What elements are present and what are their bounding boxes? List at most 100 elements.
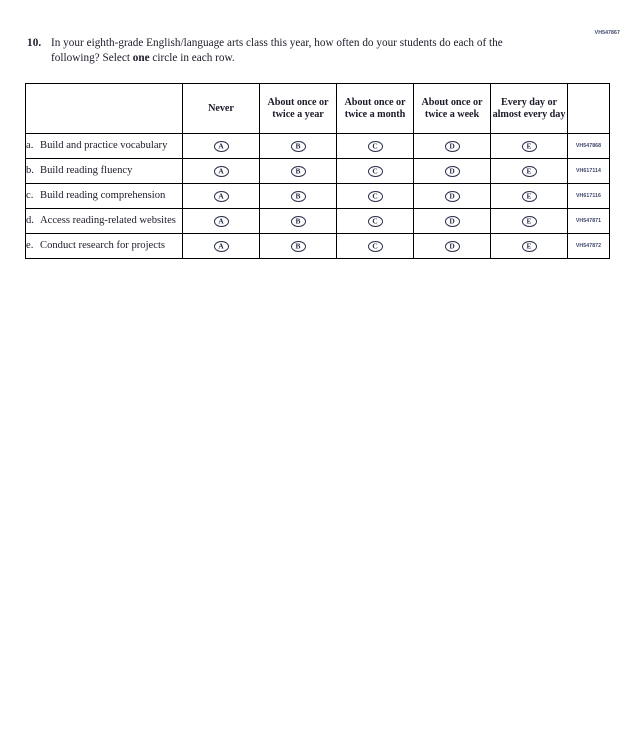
bubble-letter: B [295,191,301,201]
bubble-cell-b-year[interactable]: B [259,158,337,184]
bubble-letter: C [372,241,378,251]
bubble-letter: C [372,191,378,201]
radio-bubble-d-3[interactable]: C [367,215,383,227]
bubble-cell-e-week[interactable]: D [413,233,491,259]
bubble-cell-b-never[interactable]: A [182,158,260,184]
radio-bubble-d-1[interactable]: A [213,215,229,227]
row-letter: a. [26,139,34,151]
radio-bubble-e-3[interactable]: C [367,240,383,252]
bubble-cell-b-everyday[interactable]: E [490,158,568,184]
bubble-cell-b-week[interactable]: D [413,158,491,184]
row-code-c: VH617116 [567,183,610,209]
bubble-cell-a-month[interactable]: C [336,133,414,159]
radio-bubble-b-5[interactable]: E [521,165,537,177]
bubble-letter: A [218,216,224,226]
radio-bubble-e-5[interactable]: E [521,240,537,252]
bubble-letter: C [372,141,378,151]
header-column-every-day: Every day or almost every day [490,83,568,134]
radio-bubble-b-2[interactable]: B [290,165,306,177]
row-item-b: b. Build reading fluency [25,158,183,184]
radio-bubble-d-2[interactable]: B [290,215,306,227]
question-text-part-2: circle in each row. [149,52,235,64]
bubble-cell-e-year[interactable]: B [259,233,337,259]
response-matrix-table: Never About once or twice a year About o… [25,83,610,259]
row-label: Build and practice vocabulary [40,139,168,151]
bubble-cell-b-month[interactable]: C [336,158,414,184]
bubble-cell-c-month[interactable]: C [336,183,414,209]
radio-bubble-a-1[interactable]: A [213,140,229,152]
radio-bubble-c-4[interactable]: D [444,190,460,202]
radio-bubble-c-1[interactable]: A [213,190,229,202]
bubble-letter: B [295,216,301,226]
bubble-cell-a-year[interactable]: B [259,133,337,159]
radio-bubble-e-1[interactable]: A [213,240,229,252]
radio-bubble-e-4[interactable]: D [444,240,460,252]
header-column-once-twice-year: About once or twice a year [259,83,337,134]
row-code-a: VH547868 [567,133,610,159]
bubble-cell-a-everyday[interactable]: E [490,133,568,159]
bubble-cell-e-everyday[interactable]: E [490,233,568,259]
bubble-cell-c-never[interactable]: A [182,183,260,209]
question-emphasis-one: one [132,52,150,64]
radio-bubble-d-5[interactable]: E [521,215,537,227]
radio-bubble-c-2[interactable]: B [290,190,306,202]
row-item-e: e. Conduct research for projects [25,233,183,259]
table-row: c. Build reading comprehension A B C D [25,183,610,209]
bubble-cell-c-year[interactable]: B [259,183,337,209]
row-label: Build reading fluency [40,164,133,176]
row-code-e: VH547872 [567,233,610,259]
radio-bubble-a-3[interactable]: C [367,140,383,152]
question-text-part-1: In your eighth-grade English/language ar… [51,37,503,64]
header-column-never: Never [182,83,260,134]
bubble-letter: A [218,141,224,151]
bubble-cell-a-week[interactable]: D [413,133,491,159]
bubble-cell-d-month[interactable]: C [336,208,414,234]
bubble-letter: E [526,191,532,201]
bubble-cell-e-never[interactable]: A [182,233,260,259]
radio-bubble-c-5[interactable]: E [521,190,537,202]
bubble-letter: B [295,241,301,251]
bubble-letter: D [449,141,455,151]
header-column-once-twice-month: About once or twice a month [336,83,414,134]
bubble-cell-c-week[interactable]: D [413,183,491,209]
radio-bubble-a-5[interactable]: E [521,140,537,152]
row-letter: b. [26,164,34,176]
table-body: a. Build and practice vocabulary A B C D [25,133,610,259]
radio-bubble-d-4[interactable]: D [444,215,460,227]
row-code-d: VH547871 [567,208,610,234]
radio-bubble-e-2[interactable]: B [290,240,306,252]
bubble-letter: C [372,166,378,176]
table-row: b. Build reading fluency A B C D E [25,158,610,184]
table-row: d. Access reading-related websites A B C… [25,208,610,234]
row-label: Build reading comprehension [40,189,166,201]
bubble-cell-d-never[interactable]: A [182,208,260,234]
bubble-letter: D [449,241,455,251]
radio-bubble-a-4[interactable]: D [444,140,460,152]
page-item-code: VH547867 [594,30,620,36]
header-item-column [25,83,183,134]
table-header-row: Never About once or twice a year About o… [25,83,610,134]
bubble-letter: A [218,191,224,201]
bubble-cell-c-everyday[interactable]: E [490,183,568,209]
radio-bubble-a-2[interactable]: B [290,140,306,152]
radio-bubble-b-1[interactable]: A [213,165,229,177]
question-number: 10. [27,37,42,49]
radio-bubble-c-3[interactable]: C [367,190,383,202]
bubble-cell-e-month[interactable]: C [336,233,414,259]
bubble-letter: E [526,141,532,151]
bubble-letter: D [449,216,455,226]
bubble-cell-a-never[interactable]: A [182,133,260,159]
bubble-letter: E [526,166,532,176]
radio-bubble-b-3[interactable]: C [367,165,383,177]
question-text: In your eighth-grade English/language ar… [51,36,547,66]
bubble-letter: E [526,216,532,226]
bubble-cell-d-week[interactable]: D [413,208,491,234]
bubble-cell-d-year[interactable]: B [259,208,337,234]
row-item-a: a. Build and practice vocabulary [25,133,183,159]
radio-bubble-b-4[interactable]: D [444,165,460,177]
bubble-letter: A [218,166,224,176]
row-label: Conduct research for projects [40,239,166,251]
bubble-cell-d-everyday[interactable]: E [490,208,568,234]
question-block: 10. In your eighth-grade English/languag… [27,36,547,66]
row-item-c: c. Build reading comprehension [25,183,183,209]
